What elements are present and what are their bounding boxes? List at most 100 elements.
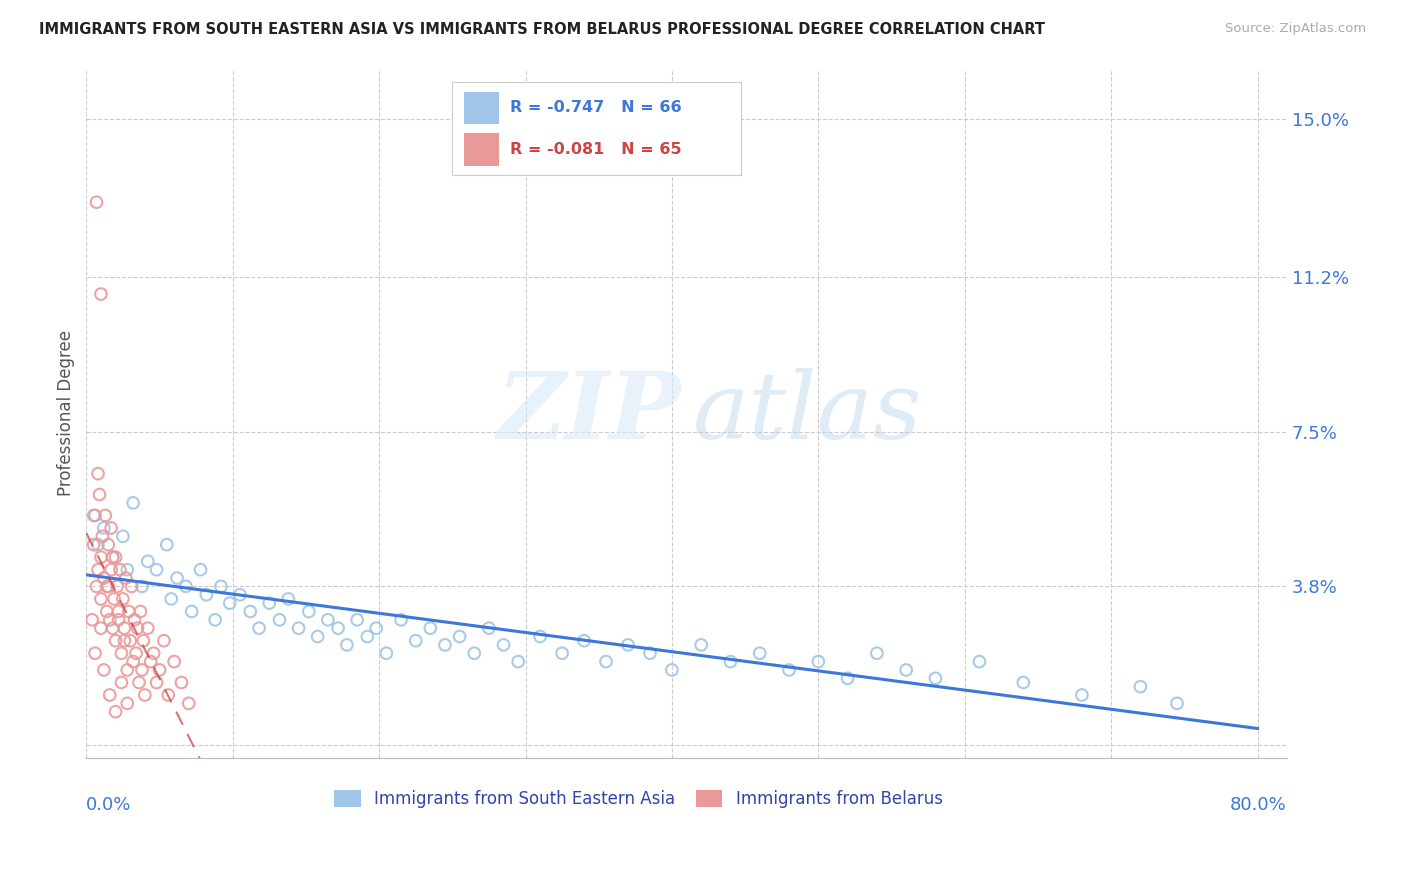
Point [316,613,339,627]
Point [98,613,121,627]
Point [114,571,136,585]
Point [107,613,129,627]
Point [127,621,149,635]
Point [134,688,156,702]
Point [153,633,176,648]
Point [148,663,170,677]
Point [969,655,991,669]
Point [83,508,105,523]
Point [111,529,134,543]
Point [84,508,107,523]
Point [97,579,120,593]
Point [195,588,218,602]
Point [90,621,112,635]
Point [866,646,889,660]
Point [87,563,110,577]
Point [1129,680,1152,694]
Point [90,550,112,565]
Point [142,646,165,660]
Point [112,621,135,635]
Point [100,563,122,577]
Point [101,550,124,565]
Point [105,579,128,593]
Point [277,591,299,606]
Point [259,596,281,610]
Point [129,604,152,618]
Point [108,563,131,577]
Point [298,604,321,618]
Point [124,613,146,627]
Point [120,633,142,648]
Point [326,621,349,635]
Point [617,638,640,652]
Point [136,621,159,635]
Y-axis label: Professional Degree: Professional Degree [58,330,75,496]
Point [433,638,456,652]
Point [190,563,212,577]
Point [239,604,262,618]
Point [97,538,120,552]
Point [346,613,368,627]
Point [145,675,167,690]
Point [177,697,200,711]
Point [778,663,800,677]
Point [163,655,186,669]
Point [269,613,291,627]
Point [1166,697,1188,711]
Point [94,508,117,523]
Point [529,630,551,644]
Legend: Immigrants from South Eastern Asia, Immigrants from Belarus: Immigrants from South Eastern Asia, Immi… [328,783,949,814]
Point [166,571,188,585]
Point [87,538,110,552]
Point [93,571,115,585]
Point [174,579,197,593]
Point [160,591,183,606]
Point [104,550,127,565]
Point [405,633,427,648]
Point [90,287,112,301]
Text: Source: ZipAtlas.com: Source: ZipAtlas.com [1226,22,1367,36]
Point [101,621,124,635]
Point [104,633,127,648]
Point [837,671,859,685]
Point [104,705,127,719]
Point [111,591,134,606]
Point [170,675,193,690]
Point [131,663,153,677]
Point [83,538,105,552]
Point [229,588,252,602]
Point [1070,688,1092,702]
Point [128,675,150,690]
Point [103,591,125,606]
Point [86,579,108,593]
Point [924,671,946,685]
Point [110,675,132,690]
Point [896,663,918,677]
Text: IMMIGRANTS FROM SOUTH EASTERN ASIA VS IMMIGRANTS FROM BELARUS PROFESSIONAL DEGRE: IMMIGRANTS FROM SOUTH EASTERN ASIA VS IM… [39,22,1046,37]
Point [204,613,226,627]
Point [131,579,153,593]
Point [100,521,122,535]
Point [572,633,595,648]
Point [96,604,118,618]
Point [145,563,167,577]
Point [122,655,145,669]
Point [157,688,180,702]
Point [117,663,139,677]
Point [122,496,145,510]
Point [1012,675,1035,690]
Point [307,630,329,644]
Point [96,579,118,593]
Point [90,591,112,606]
Point [101,550,124,565]
Point [91,529,114,543]
Point [139,655,162,669]
Point [449,630,471,644]
Point [156,538,179,552]
Text: 80.0%: 80.0% [1230,796,1286,814]
Point [110,646,132,660]
Point [508,655,530,669]
Point [136,554,159,568]
Point [748,646,770,660]
Point [98,688,121,702]
